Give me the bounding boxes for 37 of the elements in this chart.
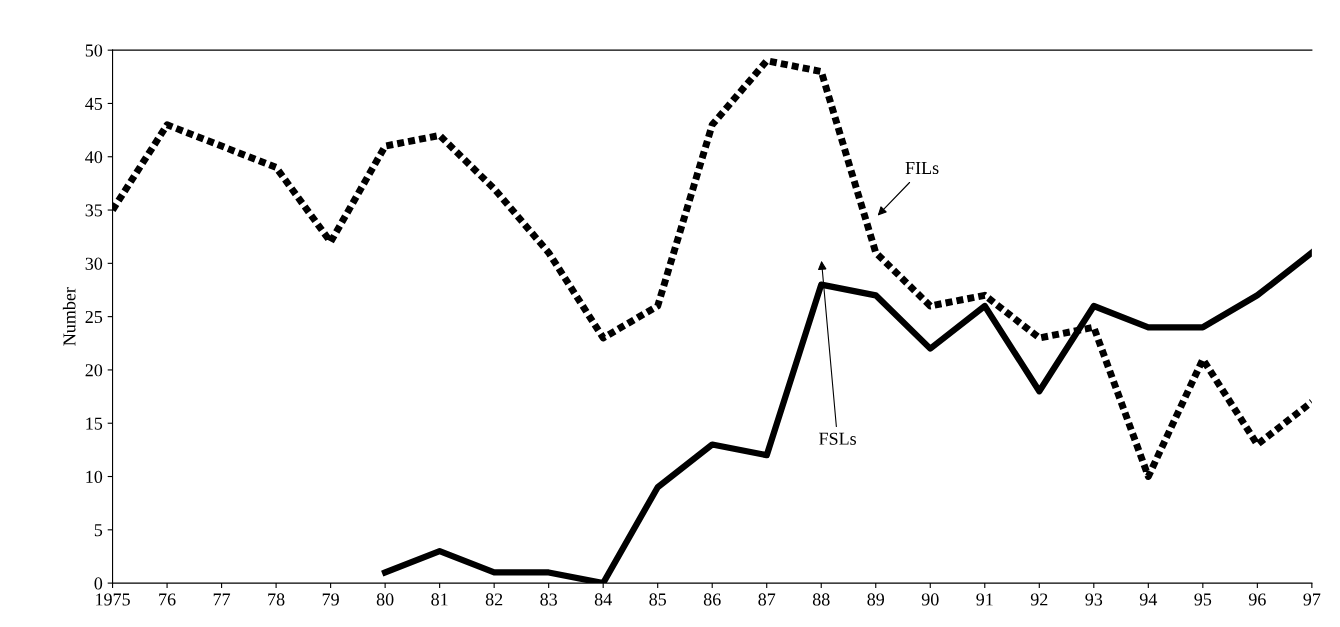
- x-tick-label: 86: [703, 593, 721, 606]
- x-tick-label: 93: [1085, 593, 1103, 606]
- x-tick-label: 96: [1248, 593, 1266, 606]
- x-tick-label: 1975: [96, 593, 130, 606]
- x-tick-label: 89: [867, 593, 885, 606]
- y-axis-title: Number: [62, 287, 76, 346]
- x-tick-label: 81: [431, 593, 448, 606]
- y-tick-label: 45: [85, 97, 103, 110]
- x-tick-label: 92: [1030, 593, 1048, 606]
- x-tick-label: 88: [812, 593, 830, 606]
- y-tick-label: 25: [85, 310, 103, 324]
- x-tick-label: 82: [485, 593, 503, 606]
- y-tick-label: 50: [85, 44, 103, 57]
- x-tick-label: 91: [976, 593, 993, 606]
- x-tick-label: 90: [921, 593, 939, 606]
- x-tick-label: 85: [649, 593, 667, 606]
- y-tick-label: 30: [85, 257, 103, 270]
- x-tick-label: 80: [376, 593, 394, 606]
- x-tick-label: 78: [268, 593, 285, 606]
- x-tick-label: 95: [1194, 593, 1212, 606]
- y-tick-label: 40: [85, 151, 103, 164]
- x-tick-label: 79: [322, 593, 339, 606]
- y-tick-label: 5: [94, 524, 103, 537]
- x-tick-label: 94: [1139, 593, 1158, 606]
- y-tick-label: 35: [85, 204, 103, 217]
- text: FSLs: [819, 432, 857, 445]
- x-tick-label: 84: [594, 593, 612, 606]
- y-tick-label: 15: [86, 417, 103, 430]
- x-tick-label: 77: [213, 593, 231, 606]
- y-tick-label: 0: [94, 577, 103, 590]
- text: FILs: [905, 162, 939, 175]
- x-tick-label: 87: [758, 593, 776, 606]
- x-tick-label: 83: [540, 593, 557, 606]
- x-tick-label: 97: [1303, 593, 1321, 606]
- x-tick-label: 76: [159, 593, 176, 606]
- y-tick-label: 20: [85, 364, 103, 377]
- y-tick-label: 10: [86, 470, 103, 483]
